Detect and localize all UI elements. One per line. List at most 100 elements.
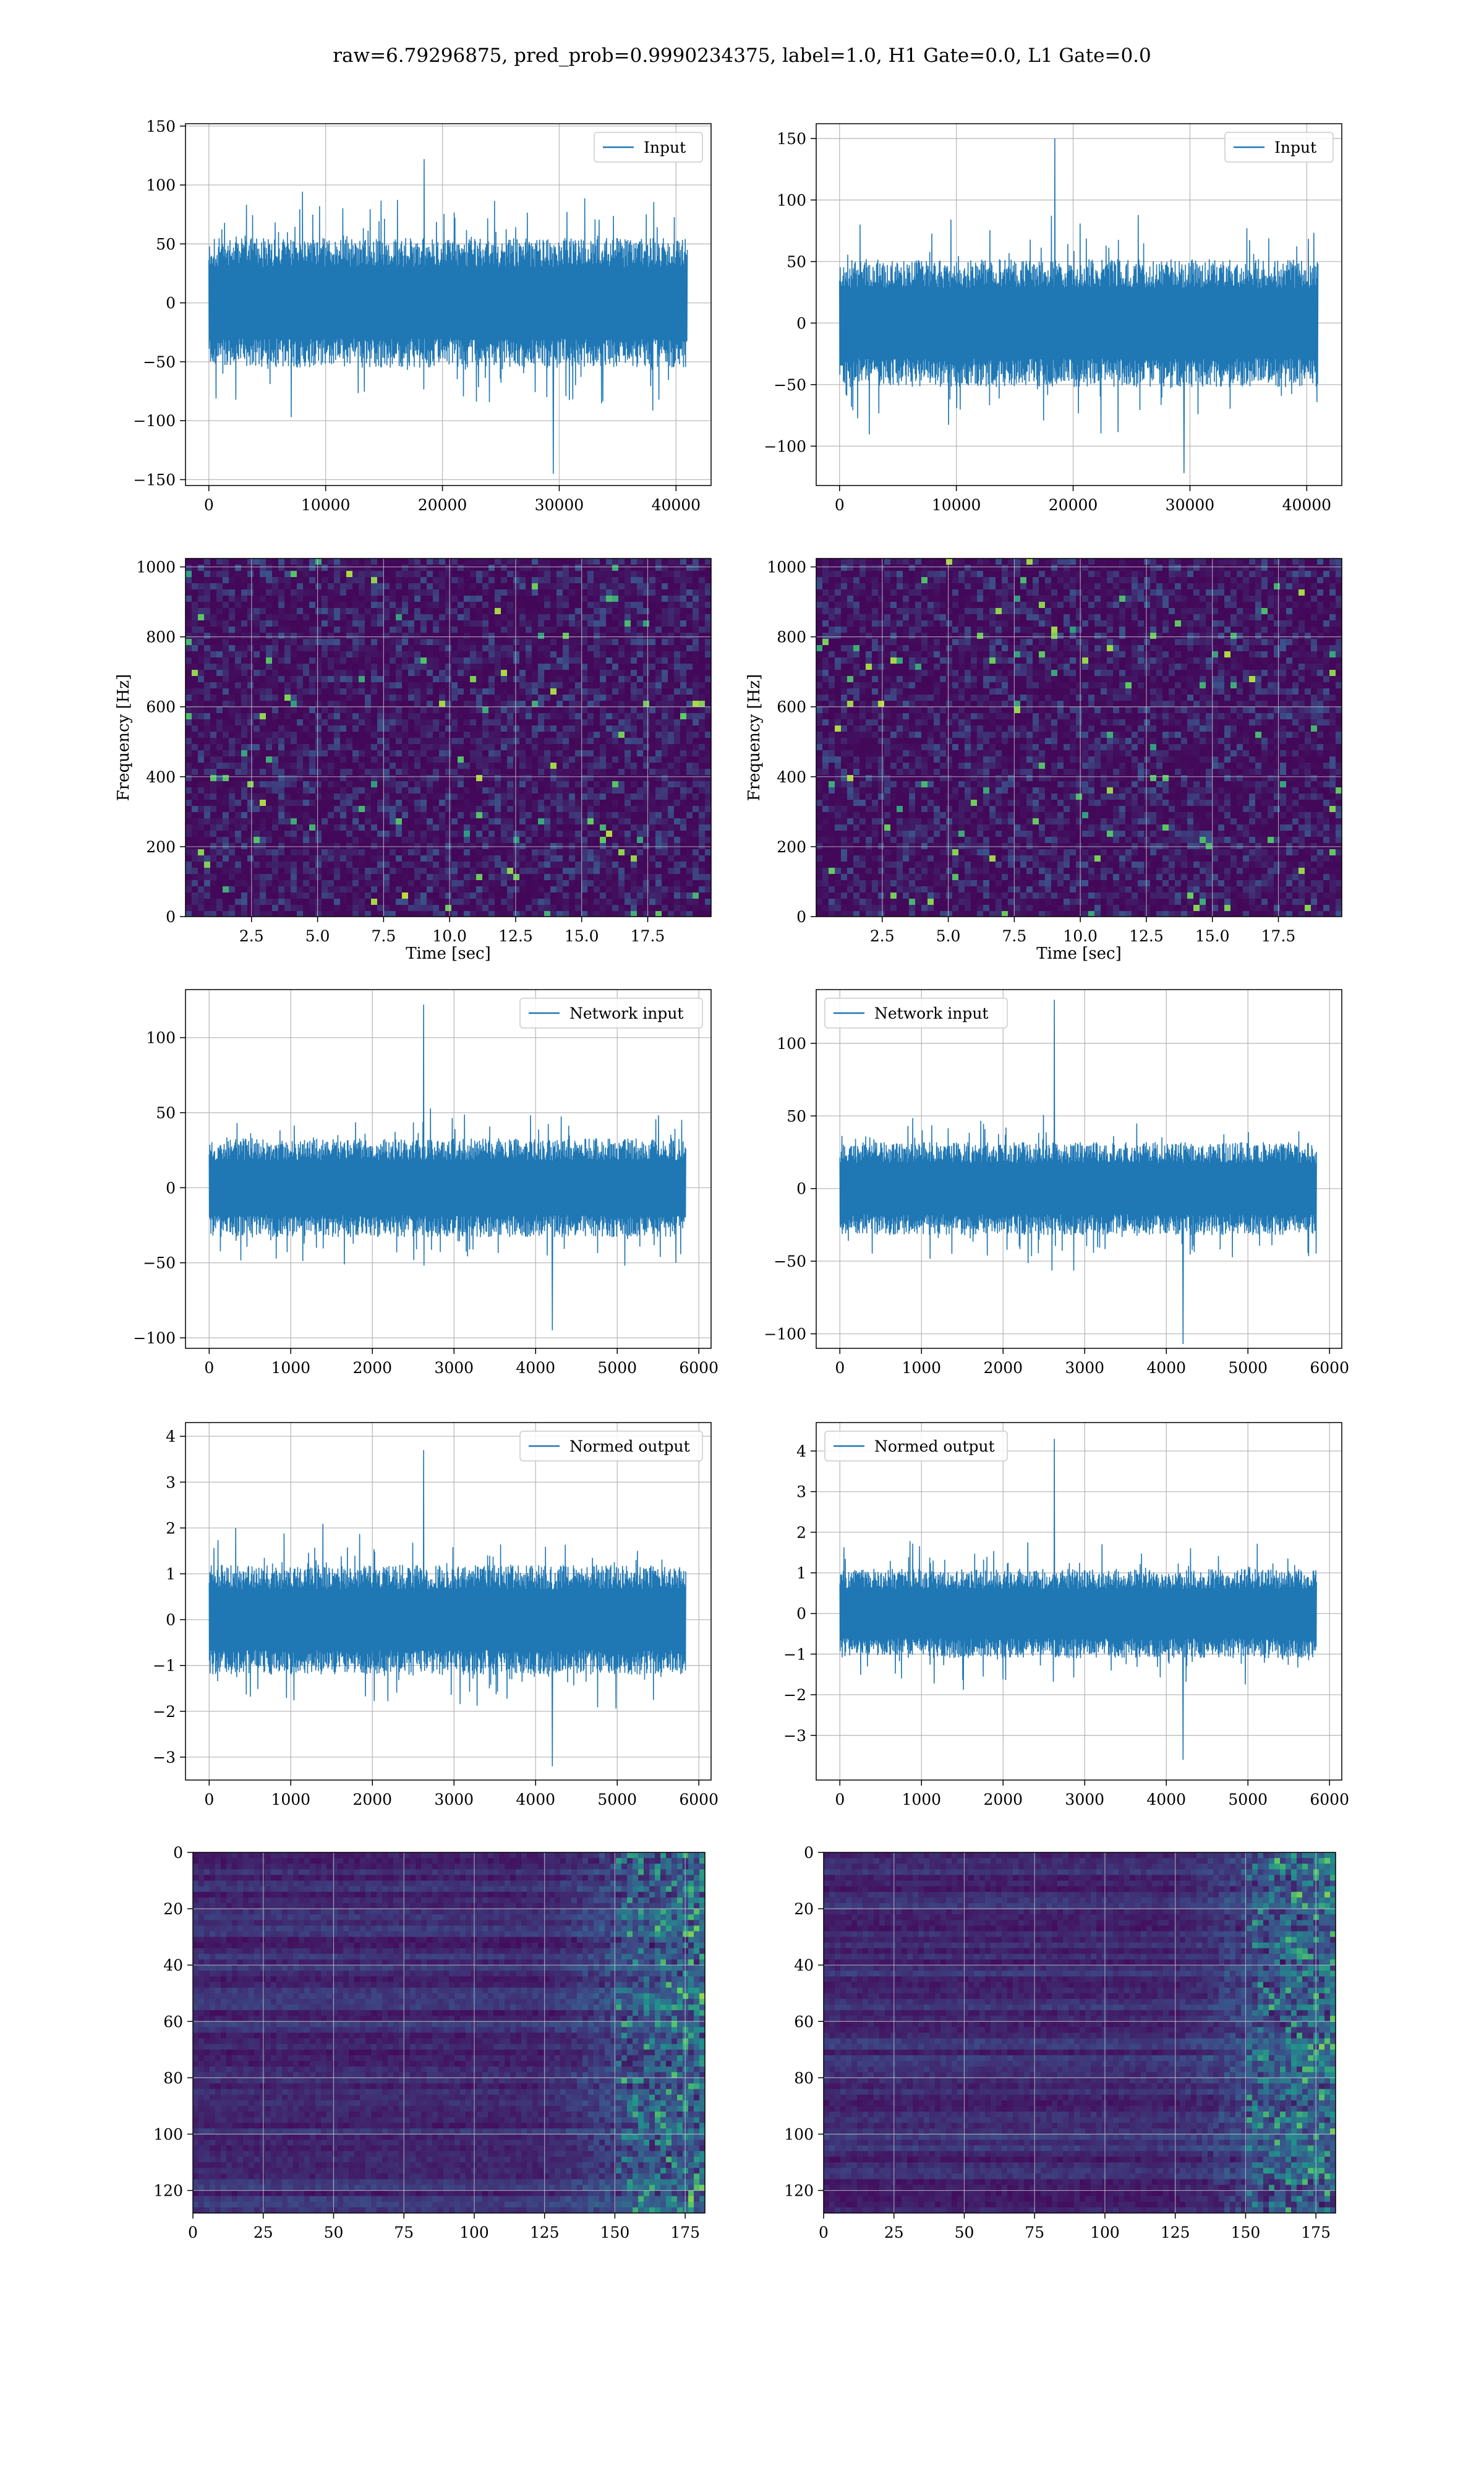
y-tick-label: 100	[146, 1029, 176, 1047]
x-tick-label: 3000	[1065, 1359, 1104, 1377]
y-tick-label: 0	[166, 1611, 176, 1629]
y-tick-label: −100	[764, 437, 806, 455]
x-tick-label: 2.5	[239, 927, 264, 945]
x-tick-label: 4000	[1146, 1359, 1186, 1377]
x-tick-label: 30000	[535, 496, 584, 514]
y-tick-label: 80	[163, 2069, 183, 2087]
x-tick-label: 1000	[271, 1359, 310, 1377]
legend: Normed output	[824, 1431, 1008, 1462]
legend-label: Input	[644, 139, 686, 156]
y-tick-label: 0	[796, 1605, 806, 1623]
x-tick-label: 175	[1301, 2224, 1331, 2241]
x-tick-label: 1000	[902, 1359, 941, 1377]
x-tick-label: 20000	[1049, 496, 1098, 514]
x-tick-label: 3000	[434, 1791, 474, 1808]
y-tick-label: 0	[166, 908, 176, 926]
axes-frame	[192, 1852, 706, 2214]
y-tick-label: 2	[796, 1523, 806, 1541]
y-tick-label: 20	[794, 1900, 814, 1918]
y-tick-label: 100	[777, 1035, 806, 1053]
x-tick-label: 0	[204, 1791, 214, 1808]
x-tick-label: 150	[600, 2224, 630, 2241]
y-tick-label: 3	[796, 1483, 806, 1501]
y-tick-label: −1	[153, 1657, 176, 1675]
x-tick-label: 75	[1025, 2224, 1044, 2241]
panel-row2-right: 2.5 5.0 7.5 10.0 12.5 15.0 17.5 0 200 400 600 800 10…	[745, 558, 1342, 963]
y-tick-label: −150	[133, 471, 176, 489]
x-tick-label: 12.5	[1129, 927, 1164, 945]
panel-row2-left: 2.5 5.0 7.5 10.0 12.5 15.0 17.5 0 200 400 600 800 10…	[114, 558, 712, 963]
y-axis-label: Frequency [Hz]	[745, 674, 764, 802]
y-tick-label: 50	[156, 1104, 176, 1122]
y-tick-label: 400	[146, 768, 176, 786]
x-tick-label: 175	[670, 2224, 700, 2241]
y-tick-label: 120	[784, 2182, 814, 2200]
y-tick-label: −50	[143, 353, 176, 371]
legend-box	[824, 998, 1008, 1029]
series-core-band	[840, 1163, 1317, 1215]
x-tick-label: 6000	[679, 1359, 719, 1377]
x-tick-label: 25	[254, 2224, 273, 2241]
axes-frame	[816, 1422, 1342, 1781]
x-tick-label: 2000	[352, 1359, 392, 1377]
y-tick-label: −100	[133, 412, 176, 430]
axes-frame	[185, 989, 712, 1349]
panel-row3-left: 0 1000 2000 3000 4000 5000 6000 −100 −50 0 50 100 Ne…	[133, 989, 719, 1377]
y-tick-label: 4	[796, 1442, 806, 1460]
x-tick-label: 10.0	[1063, 927, 1098, 945]
x-tick-label: 150	[1231, 2224, 1261, 2241]
x-tick-label: 125	[1161, 2224, 1190, 2241]
x-tick-label: 15.0	[1195, 927, 1230, 945]
y-tick-label: 0	[804, 1844, 814, 1862]
y-tick-label: 40	[163, 1956, 183, 1974]
y-tick-label: −50	[774, 376, 806, 394]
legend-label: Input	[1274, 139, 1316, 156]
x-tick-label: 1000	[271, 1791, 310, 1808]
x-tick-label: 7.5	[1002, 927, 1026, 945]
x-tick-label: 10.0	[432, 927, 467, 945]
panel-row5-left: 0 25 50 75 100 125 150 175 0 20 40 60 80 100 120	[153, 1844, 706, 2241]
series-core-band	[209, 1160, 686, 1215]
x-tick-label: 17.5	[631, 927, 665, 945]
legend-label: Network input	[874, 1004, 988, 1022]
y-tick-label: −2	[153, 1703, 176, 1721]
heatmap-cells	[816, 559, 1342, 917]
y-tick-label: 2	[166, 1519, 176, 1537]
y-tick-label: 0	[796, 1180, 806, 1198]
y-tick-label: 200	[777, 838, 806, 856]
y-tick-label: 120	[153, 2182, 183, 2200]
x-tick-label: 40000	[1282, 496, 1332, 514]
y-tick-label: 60	[794, 2013, 814, 2031]
y-tick-label: 0	[796, 908, 806, 926]
x-tick-label: 6000	[1310, 1359, 1349, 1377]
y-tick-label: 3	[166, 1473, 176, 1491]
heatmap-cells	[193, 1852, 705, 2213]
y-tick-label: 60	[163, 2013, 183, 2031]
y-tick-label: 50	[156, 235, 176, 253]
y-tick-label: −3	[783, 1727, 806, 1745]
legend-label: Normed output	[569, 1437, 690, 1455]
x-tick-label: 40000	[652, 496, 701, 514]
x-tick-label: 100	[1090, 2224, 1120, 2241]
y-tick-label: 50	[787, 253, 806, 271]
x-tick-label: 0	[819, 2224, 829, 2241]
x-tick-label: 1000	[902, 1791, 941, 1808]
y-tick-label: 600	[777, 698, 806, 716]
x-axis-label: Time [sec]	[1036, 944, 1122, 963]
y-tick-label: 400	[777, 768, 806, 786]
axes-frame	[816, 558, 1342, 917]
x-tick-label: 10000	[932, 496, 981, 514]
x-tick-label: 3000	[1065, 1791, 1104, 1808]
y-tick-label: 1000	[136, 559, 176, 576]
panel-row3-right: 0 1000 2000 3000 4000 5000 6000 −100 −50 0 50 100 Ne…	[764, 989, 1349, 1377]
x-tick-label: 4000	[1146, 1791, 1186, 1808]
legend: Network input	[519, 998, 703, 1029]
x-tick-label: 100	[459, 2224, 489, 2241]
panel-row5-right: 0 25 50 75 100 125 150 175 0 20 40 60 80 100 120	[784, 1844, 1336, 2241]
x-tick-label: 4000	[516, 1791, 555, 1808]
x-tick-label: 75	[394, 2224, 414, 2241]
x-axis-label: Time [sec]	[406, 944, 491, 963]
axes-frame	[185, 558, 712, 917]
axes-frame	[185, 1422, 712, 1781]
legend-box	[594, 132, 703, 163]
